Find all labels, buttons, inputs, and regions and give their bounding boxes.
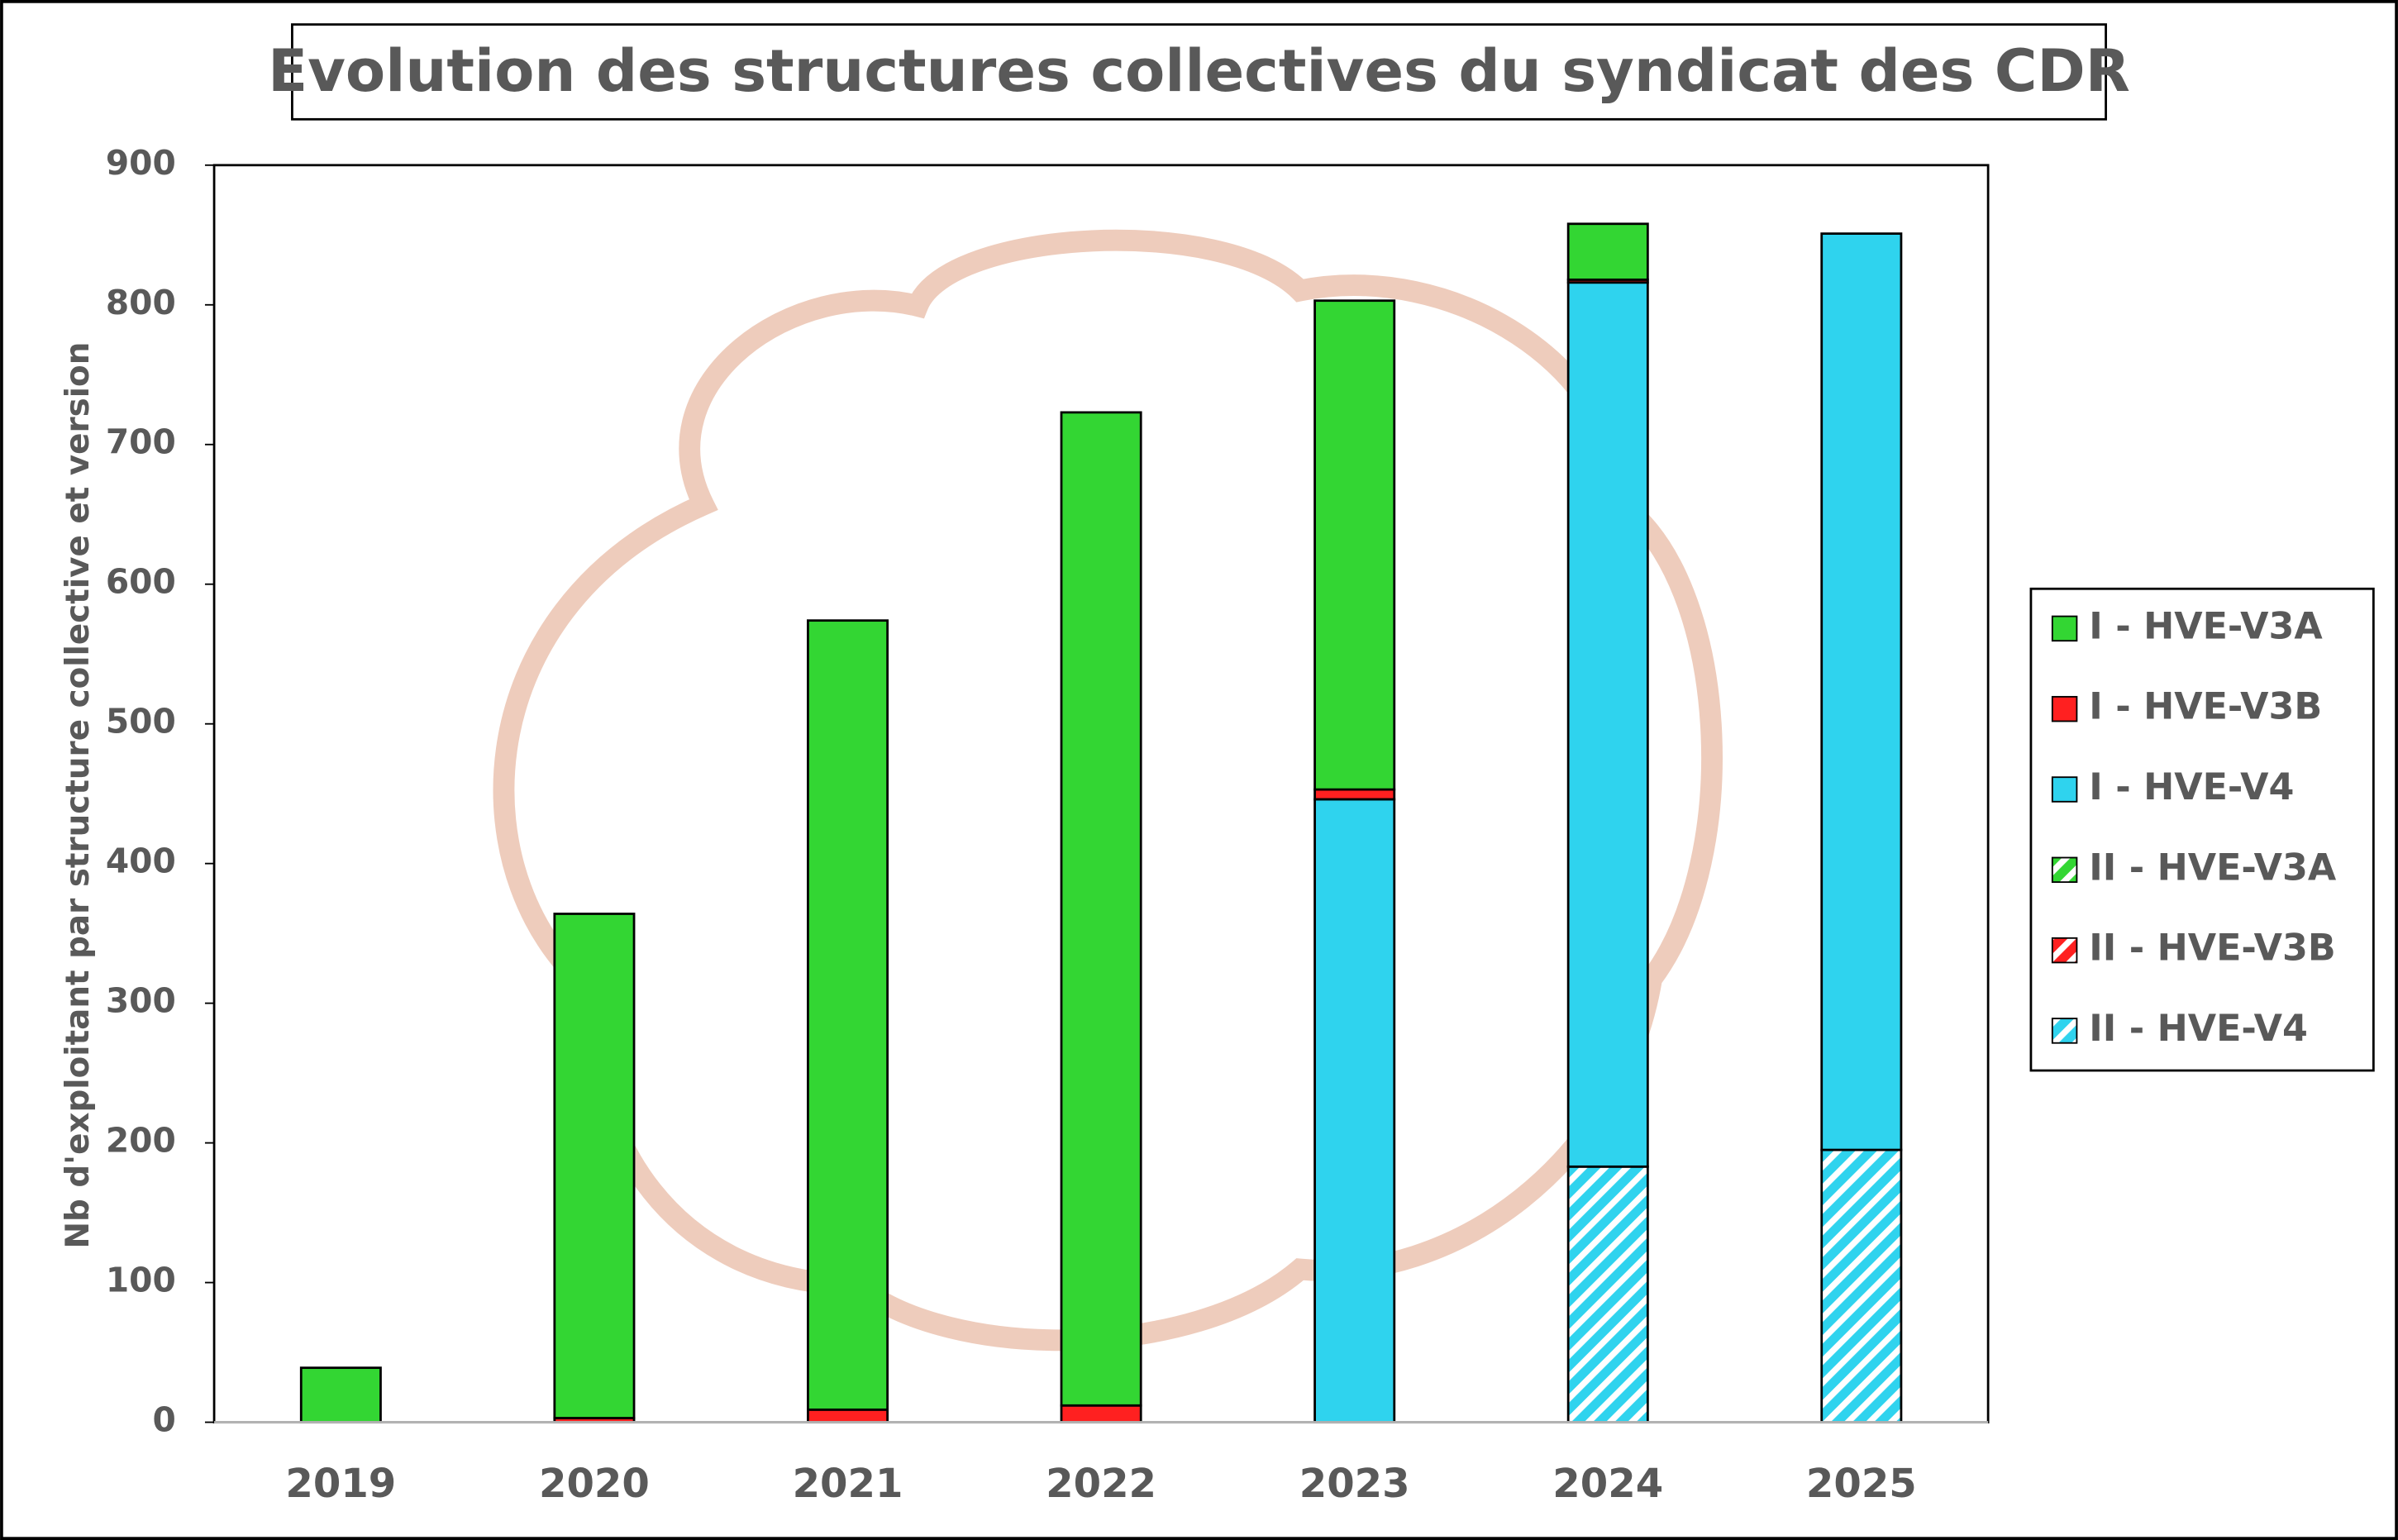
bar-segment [553,913,636,1419]
bar-segment [1566,222,1649,281]
bar-segment [1060,1404,1142,1423]
y-axis-title: Nb d'exploitant par structure collective… [60,342,97,1249]
legend-box [2029,587,2375,1072]
x-tick-label: 2025 [1806,1461,1917,1507]
bar-segment [1820,232,1903,1151]
chart-title: Evolution des structures collectives du … [268,37,2130,105]
x-tick-label: 2022 [1046,1461,1156,1507]
legend-label: I - HVE-V3B [2089,686,2322,728]
bar-segment [1566,1165,1649,1423]
bar-segment [1313,299,1396,791]
bar-segment [1313,798,1396,1423]
legend-label: II - HVE-V3A [2089,846,2337,889]
y-tick-label: 400 [106,842,176,881]
y-tick-label: 0 [153,1400,176,1440]
x-tick-label: 2020 [539,1461,650,1507]
y-tick-label: 700 [106,422,176,462]
x-tick-label: 2021 [793,1461,903,1507]
legend-swatch [2051,615,2078,642]
bar-segment [1060,411,1142,1407]
y-tick-label: 800 [106,283,176,322]
y-tick-label: 300 [106,981,176,1021]
y-tick-label: 200 [106,1121,176,1161]
bar-segment [807,619,889,1411]
legend-swatch [2051,776,2078,803]
y-tick-label: 600 [106,562,176,602]
y-tick-label: 900 [106,143,176,183]
title-box [291,23,2107,121]
x-tick-label: 2024 [1552,1461,1663,1507]
y-tick-label: 100 [106,1261,176,1300]
bar-segment [1313,788,1396,801]
x-tick-label: 2019 [285,1461,396,1507]
legend-swatch [2051,1018,2078,1044]
legend-label: II - HVE-V4 [2089,1008,2308,1050]
legend-swatch [2051,856,2078,884]
bar-segment [1566,281,1649,1168]
legend-swatch [2051,937,2078,964]
y-tick-label: 500 [106,702,176,741]
bar-segment [1820,1148,1903,1423]
legend-label: II - HVE-V3B [2089,927,2335,970]
legend-label: I - HVE-V3A [2089,605,2323,647]
legend-label: I - HVE-V4 [2089,766,2294,808]
bar-segment [807,1408,889,1423]
legend-swatch [2051,695,2078,722]
x-tick-label: 2023 [1299,1461,1410,1507]
bar-segment [299,1366,382,1423]
